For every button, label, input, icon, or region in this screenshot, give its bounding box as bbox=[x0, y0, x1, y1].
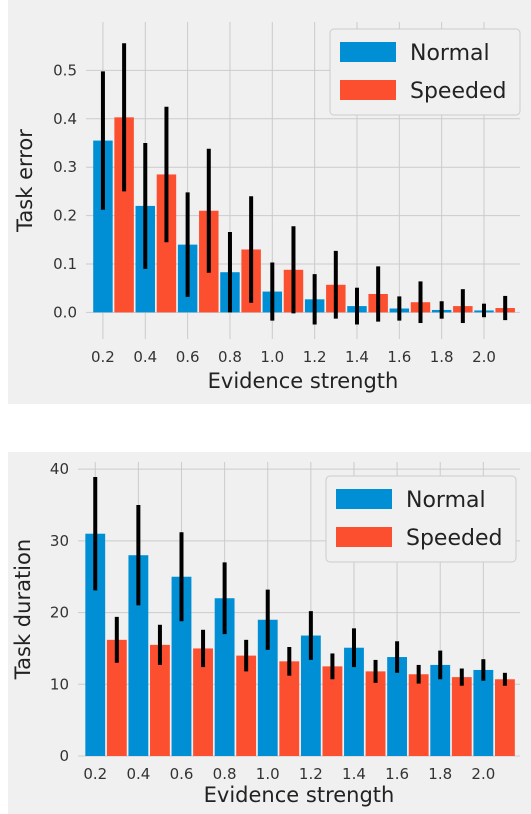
y-tick-label: 0.4 bbox=[53, 110, 77, 128]
y-axis-label: Task error bbox=[13, 129, 37, 233]
normal-bar bbox=[128, 555, 149, 756]
x-tick-label: 1.0 bbox=[256, 765, 280, 783]
speeded-bar bbox=[408, 674, 429, 756]
y-axis-label: Task duration bbox=[11, 539, 35, 680]
normal-bar bbox=[171, 576, 192, 756]
speeded-bar bbox=[322, 666, 343, 756]
legend: Normal Speeded bbox=[329, 28, 521, 116]
speeded-bar bbox=[279, 661, 300, 756]
x-tick-label: 1.2 bbox=[303, 348, 327, 366]
x-tick-label: 2.0 bbox=[472, 348, 496, 366]
legend-label-speeded: Speeded bbox=[406, 526, 502, 551]
normal-bar bbox=[257, 619, 278, 756]
legend-swatch-speeded bbox=[336, 527, 392, 547]
speeded-bar bbox=[150, 644, 170, 756]
legend-swatch-normal bbox=[340, 42, 396, 62]
x-tick-label: 1.2 bbox=[299, 765, 323, 783]
x-axis-label: Evidence strength bbox=[204, 783, 395, 807]
y-tick-label: 10 bbox=[50, 675, 69, 693]
y-tick-label: 0.3 bbox=[53, 158, 77, 176]
normal-bar bbox=[473, 669, 494, 756]
normal-bar bbox=[387, 657, 408, 756]
error-chart: 0.0 0.1 0.2 0.3 0.4 0.5 0.2 0.4 0.6 0.8 1.0 1.2 1.4 1… bbox=[13, 22, 521, 393]
y-tick-label: 20 bbox=[50, 604, 69, 622]
x-tick-label: 0.8 bbox=[213, 765, 237, 783]
x-tick-label: 0.6 bbox=[170, 765, 194, 783]
x-tick-label: 0.4 bbox=[126, 765, 150, 783]
x-axis-label: Evidence strength bbox=[208, 369, 399, 393]
x-tick-label: 1.6 bbox=[385, 765, 409, 783]
legend-label-normal: Normal bbox=[406, 488, 486, 513]
x-tick-label: 0.2 bbox=[91, 348, 115, 366]
y-tick-label: 30 bbox=[50, 532, 69, 550]
x-tick-label: 1.8 bbox=[430, 348, 454, 366]
normal-bar bbox=[85, 533, 106, 756]
normal-bar bbox=[430, 664, 451, 756]
speeded-bar bbox=[236, 655, 257, 756]
x-tick-label: 2.0 bbox=[471, 765, 495, 783]
x-tick-label: 1.6 bbox=[387, 348, 411, 366]
legend-label-speeded: Speeded bbox=[410, 79, 506, 104]
x-tick-label: 0.6 bbox=[176, 348, 200, 366]
duration-chart-panel: 0 10 20 30 40 0.2 0.4 0.6 0.8 1.0 1.2 1.4 1.6 1.8 2.0 E… bbox=[8, 452, 531, 814]
speeded-bar bbox=[451, 677, 472, 756]
normal-bar bbox=[214, 598, 235, 756]
speeded-bar bbox=[494, 679, 515, 756]
speeded-bar bbox=[114, 117, 134, 313]
y-tick-label: 40 bbox=[50, 460, 69, 478]
x-tick-label: 1.4 bbox=[345, 348, 369, 366]
speeded-bar bbox=[193, 648, 213, 756]
speeded-bar bbox=[156, 174, 177, 313]
y-tick-label: 0.2 bbox=[53, 207, 77, 225]
y-tick-label: 0 bbox=[59, 747, 69, 765]
x-tick-label: 0.8 bbox=[218, 348, 242, 366]
y-tick-label: 0.0 bbox=[53, 303, 77, 321]
speeded-bar bbox=[106, 639, 127, 756]
x-tick-label: 1.8 bbox=[428, 765, 452, 783]
speeded-bar bbox=[365, 671, 386, 756]
legend: Normal Speeded bbox=[325, 475, 517, 563]
normal-bar bbox=[93, 140, 113, 313]
legend-swatch-normal bbox=[336, 489, 392, 509]
x-tick-label: 1.4 bbox=[342, 765, 366, 783]
duration-chart: 0 10 20 30 40 0.2 0.4 0.6 0.8 1.0 1.2 1.4 1.6 1.8 2.0 E… bbox=[11, 460, 520, 807]
normal-bar bbox=[300, 635, 321, 756]
error-chart-panel: 0.0 0.1 0.2 0.3 0.4 0.5 0.2 0.4 0.6 0.8 1.0 1.2 1.4 1… bbox=[8, 0, 531, 404]
y-tick-label: 0.1 bbox=[53, 255, 77, 273]
normal-bar bbox=[344, 647, 364, 756]
legend-label-normal: Normal bbox=[410, 41, 490, 66]
legend-swatch-speeded bbox=[340, 80, 396, 100]
x-tick-label: 0.2 bbox=[83, 765, 107, 783]
x-tick-label: 0.4 bbox=[133, 348, 157, 366]
y-tick-label: 0.5 bbox=[53, 61, 77, 79]
x-tick-label: 1.0 bbox=[260, 348, 284, 366]
